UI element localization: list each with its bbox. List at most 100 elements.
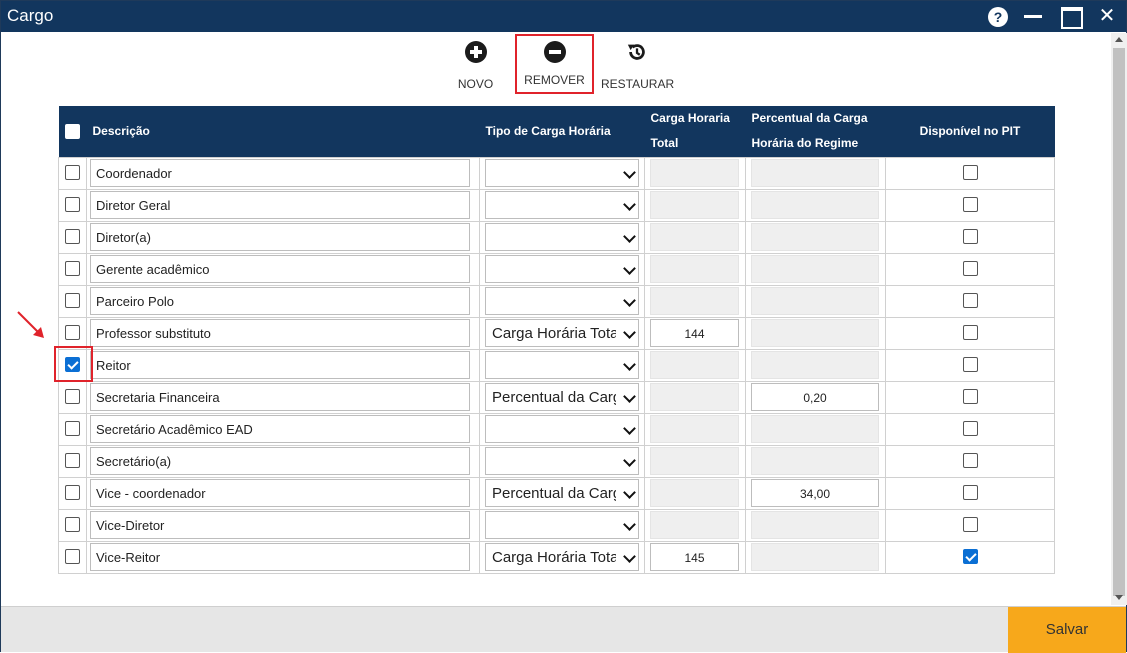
row-select-checkbox[interactable] <box>65 421 80 437</box>
tipo-carga-select[interactable] <box>485 511 639 539</box>
percentual-cell <box>745 316 886 350</box>
header-percentual[interactable]: Percentual da Carga Horária do Regime <box>745 106 886 157</box>
vertical-scrollbar[interactable] <box>1111 33 1127 605</box>
tipo-carga-select[interactable] <box>485 191 639 219</box>
row-select-checkbox[interactable] <box>65 325 80 341</box>
scroll-down-icon[interactable] <box>1115 595 1123 600</box>
row-select-checkbox[interactable] <box>65 261 80 277</box>
pit-checkbox[interactable] <box>962 549 978 565</box>
percentual-cell <box>745 156 886 190</box>
tipo-carga-select[interactable]: Percentual da Carg <box>485 383 639 411</box>
header-pit[interactable]: Disponível no PIT <box>885 106 1055 157</box>
close-icon[interactable]: ✕ <box>1098 5 1116 27</box>
novo-button[interactable]: NOVO <box>448 37 503 95</box>
pit-checkbox[interactable] <box>962 517 978 533</box>
carga-total-input[interactable]: 145 <box>650 543 739 571</box>
row-select-checkbox[interactable] <box>65 197 80 213</box>
scroll-up-icon[interactable] <box>1115 37 1123 42</box>
row-select-cell <box>58 220 87 254</box>
descricao-input[interactable]: Vice-Diretor <box>90 511 470 539</box>
row-select-checkbox[interactable] <box>65 165 80 181</box>
descricao-input[interactable]: Gerente acadêmico <box>90 255 470 283</box>
percentual-input <box>751 159 879 187</box>
maximize-icon[interactable] <box>1060 5 1083 29</box>
pit-checkbox[interactable] <box>962 453 978 469</box>
descricao-input[interactable]: Secretário(a) <box>90 447 470 475</box>
descricao-input[interactable]: Diretor(a) <box>90 223 470 251</box>
percentual-input[interactable]: 34,00 <box>751 479 879 507</box>
row-select-checkbox[interactable] <box>65 517 80 533</box>
row-select-checkbox[interactable] <box>65 357 80 373</box>
carga-total-input <box>650 383 739 411</box>
tipo-carga-select[interactable] <box>485 447 639 475</box>
tipo-carga-select[interactable] <box>485 255 639 283</box>
header-descricao[interactable]: Descrição <box>86 106 480 157</box>
percentual-cell <box>745 188 886 222</box>
row-select-cell <box>58 476 87 510</box>
pit-checkbox[interactable] <box>962 485 978 501</box>
row-select-checkbox[interactable] <box>65 389 80 405</box>
chevron-down-icon <box>623 422 636 435</box>
tipo-carga-value: Carga Horária Tota <box>492 325 616 342</box>
row-select-checkbox[interactable] <box>65 293 80 309</box>
tipo-carga-select[interactable]: Carga Horária Tota <box>485 319 639 347</box>
save-button[interactable]: Salvar <box>1008 607 1126 653</box>
percentual-cell: 34,00 <box>745 476 886 510</box>
pit-checkbox[interactable] <box>962 165 978 181</box>
pit-cell <box>885 508 1055 542</box>
pit-checkbox[interactable] <box>962 325 978 341</box>
chevron-down-icon <box>623 518 636 531</box>
header-tipo[interactable]: Tipo de Carga Horária <box>479 106 645 157</box>
pit-checkbox[interactable] <box>962 421 978 437</box>
descricao-input[interactable]: Secretário Acadêmico EAD <box>90 415 470 443</box>
pit-checkbox[interactable] <box>962 261 978 277</box>
carga-cell <box>644 252 746 286</box>
tipo-carga-select[interactable] <box>485 415 639 443</box>
pit-checkbox[interactable] <box>962 229 978 245</box>
remover-label: REMOVER <box>524 73 585 87</box>
descricao-input[interactable]: Secretaria Financeira <box>90 383 470 411</box>
row-select-checkbox[interactable] <box>65 453 80 469</box>
tipo-carga-select[interactable] <box>485 159 639 187</box>
tipo-carga-select[interactable] <box>485 351 639 379</box>
descricao-input[interactable]: Parceiro Polo <box>90 287 470 315</box>
descricao-input[interactable]: Vice - coordenador <box>90 479 470 507</box>
row-select-cell <box>58 284 87 318</box>
pit-checkbox[interactable] <box>962 197 978 213</box>
tipo-carga-select[interactable]: Percentual da Carg <box>485 479 639 507</box>
tipo-carga-select[interactable]: Carga Horária Tota <box>485 543 639 571</box>
descricao-input[interactable]: Vice-Reitor <box>90 543 470 571</box>
pit-checkbox[interactable] <box>962 293 978 309</box>
descricao-input[interactable]: Coordenador <box>90 159 470 187</box>
row-select-checkbox[interactable] <box>65 229 80 245</box>
pit-checkbox[interactable] <box>962 357 978 373</box>
header-carga-total[interactable]: Carga Horaria Total <box>644 106 746 157</box>
descricao-cell: Parceiro Polo <box>86 284 480 318</box>
chevron-down-icon <box>623 550 636 563</box>
tipo-carga-select[interactable] <box>485 223 639 251</box>
percentual-input[interactable]: 0,20 <box>751 383 879 411</box>
row-select-cell <box>58 252 87 286</box>
select-all-checkbox[interactable] <box>64 124 80 140</box>
header-carga-total-line2: Total <box>650 136 679 151</box>
row-select-checkbox[interactable] <box>65 549 80 565</box>
help-icon[interactable]: ? <box>988 7 1008 27</box>
row-select-cell <box>58 348 87 382</box>
table-header-row: Descrição Tipo de Carga Horária Carga Ho… <box>58 106 1055 157</box>
scroll-thumb[interactable] <box>1113 48 1125 596</box>
carga-total-input[interactable]: 144 <box>650 319 739 347</box>
minimize-icon[interactable] <box>1024 5 1046 27</box>
tipo-carga-value: Carga Horária Tota <box>492 549 616 566</box>
carga-cell <box>644 444 746 478</box>
tipo-carga-select[interactable] <box>485 287 639 315</box>
remover-button[interactable]: REMOVER <box>515 34 594 94</box>
descricao-input[interactable]: Reitor <box>90 351 470 379</box>
pit-cell <box>885 380 1055 414</box>
percentual-cell <box>745 444 886 478</box>
descricao-input[interactable]: Professor substituto <box>90 319 470 347</box>
carga-total-input <box>650 447 739 475</box>
restaurar-button[interactable]: RESTAURAR <box>601 37 674 95</box>
pit-checkbox[interactable] <box>962 389 978 405</box>
descricao-input[interactable]: Diretor Geral <box>90 191 470 219</box>
row-select-checkbox[interactable] <box>65 485 80 501</box>
